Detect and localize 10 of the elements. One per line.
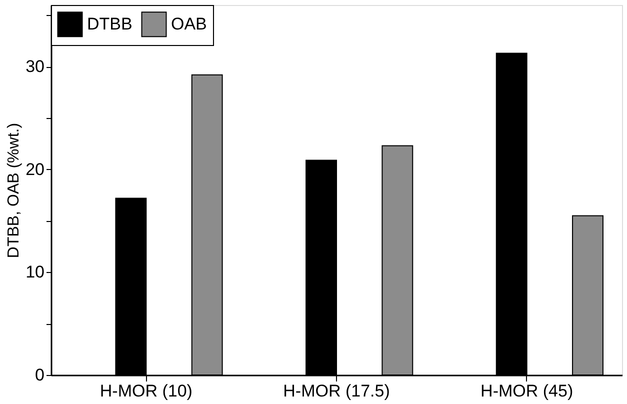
y-tick-label: 0 — [35, 366, 44, 384]
y-tick-label: 20 — [26, 160, 44, 179]
y-tick-label: 10 — [26, 262, 44, 282]
y-tick-label: 30 — [26, 57, 44, 76]
x-tick-label: H-MOR (17.5) — [283, 382, 390, 400]
legend-label: OAB — [171, 14, 207, 34]
legend-label: DTBB — [87, 14, 132, 34]
x-tick-label: H-MOR (45) — [480, 382, 574, 400]
x-tick-label: H-MOR (10) — [100, 382, 192, 400]
y-axis-title: DTBB, OAB (%wt.) — [6, 122, 23, 258]
